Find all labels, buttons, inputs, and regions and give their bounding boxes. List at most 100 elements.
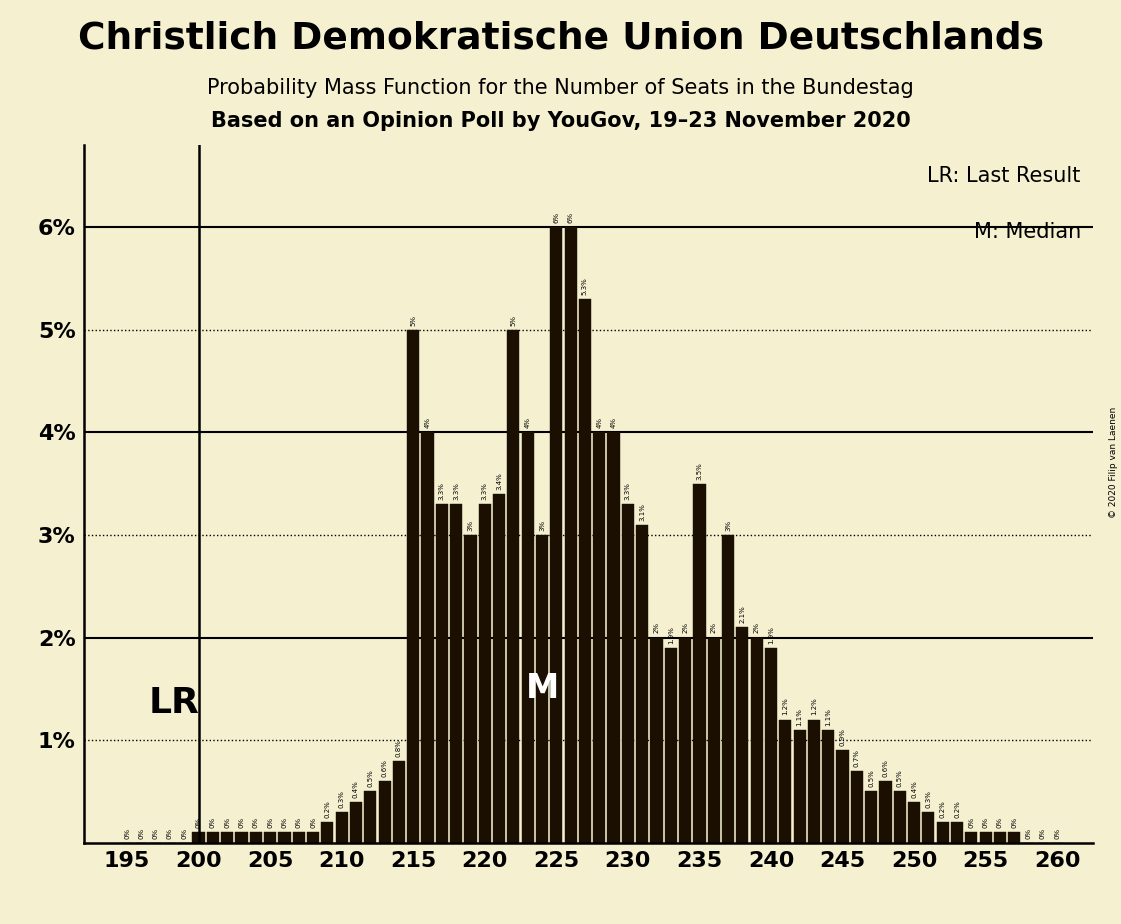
Text: 3%: 3% bbox=[539, 519, 545, 530]
Bar bbox=[450, 505, 462, 843]
Text: 0.8%: 0.8% bbox=[396, 738, 402, 757]
Text: 1.1%: 1.1% bbox=[825, 708, 832, 725]
Bar bbox=[578, 299, 591, 843]
Text: 0%: 0% bbox=[281, 817, 287, 828]
Text: Based on an Opinion Poll by YouGov, 19–23 November 2020: Based on an Opinion Poll by YouGov, 19–2… bbox=[211, 111, 910, 131]
Text: 0%: 0% bbox=[296, 817, 302, 828]
Bar bbox=[550, 227, 563, 843]
Text: 4%: 4% bbox=[425, 418, 430, 428]
Text: 3.5%: 3.5% bbox=[696, 462, 703, 480]
Bar bbox=[392, 760, 405, 843]
Text: 3.3%: 3.3% bbox=[482, 482, 488, 500]
Text: 0.5%: 0.5% bbox=[368, 770, 373, 787]
Bar bbox=[923, 812, 935, 843]
Bar bbox=[379, 781, 391, 843]
Text: M: M bbox=[526, 673, 558, 705]
Text: 3.3%: 3.3% bbox=[453, 482, 460, 500]
Bar bbox=[722, 535, 734, 843]
Bar bbox=[779, 720, 791, 843]
Bar bbox=[464, 535, 476, 843]
Bar bbox=[937, 822, 948, 843]
Text: 5%: 5% bbox=[510, 315, 517, 325]
Bar bbox=[293, 833, 305, 843]
Bar bbox=[508, 330, 519, 843]
Text: 0.6%: 0.6% bbox=[882, 760, 889, 777]
Text: 0%: 0% bbox=[138, 828, 145, 839]
Bar bbox=[206, 833, 219, 843]
Text: M: Median: M: Median bbox=[974, 222, 1081, 242]
Text: 4%: 4% bbox=[525, 418, 530, 428]
Bar bbox=[851, 771, 863, 843]
Text: 0%: 0% bbox=[997, 817, 1003, 828]
Text: 0.2%: 0.2% bbox=[954, 800, 960, 818]
Bar bbox=[994, 833, 1006, 843]
Text: Probability Mass Function for the Number of Seats in the Bundestag: Probability Mass Function for the Number… bbox=[207, 78, 914, 98]
Text: 1.9%: 1.9% bbox=[768, 626, 773, 644]
Bar bbox=[335, 812, 348, 843]
Text: 0%: 0% bbox=[124, 828, 130, 839]
Bar bbox=[608, 432, 620, 843]
Bar bbox=[622, 505, 634, 843]
Bar bbox=[865, 791, 878, 843]
Text: 2.1%: 2.1% bbox=[740, 605, 745, 623]
Text: 3%: 3% bbox=[467, 519, 473, 530]
Text: 0%: 0% bbox=[239, 817, 244, 828]
Text: 0%: 0% bbox=[152, 828, 159, 839]
Text: 0%: 0% bbox=[224, 817, 230, 828]
Text: 1.9%: 1.9% bbox=[668, 626, 674, 644]
Text: 0.3%: 0.3% bbox=[339, 790, 344, 808]
Bar bbox=[636, 525, 648, 843]
Bar bbox=[536, 535, 548, 843]
Text: 0%: 0% bbox=[1011, 817, 1017, 828]
Bar bbox=[421, 432, 434, 843]
Text: 0%: 0% bbox=[1054, 828, 1060, 839]
Text: 0.7%: 0.7% bbox=[854, 748, 860, 767]
Text: 0%: 0% bbox=[167, 828, 173, 839]
Text: 2%: 2% bbox=[711, 623, 716, 634]
Text: 0.3%: 0.3% bbox=[926, 790, 932, 808]
Text: 0.2%: 0.2% bbox=[939, 800, 946, 818]
Bar bbox=[951, 822, 963, 843]
Text: 6%: 6% bbox=[554, 212, 559, 223]
Bar bbox=[965, 833, 978, 843]
Text: 3%: 3% bbox=[725, 519, 731, 530]
Text: © 2020 Filip van Laenen: © 2020 Filip van Laenen bbox=[1109, 407, 1118, 517]
Bar bbox=[322, 822, 333, 843]
Bar bbox=[665, 648, 677, 843]
Text: 3.4%: 3.4% bbox=[497, 472, 502, 490]
Bar bbox=[1008, 833, 1020, 843]
Bar bbox=[407, 330, 419, 843]
Bar bbox=[193, 833, 205, 843]
Bar bbox=[593, 432, 605, 843]
Text: 0%: 0% bbox=[969, 817, 974, 828]
Bar bbox=[565, 227, 576, 843]
Text: 2%: 2% bbox=[753, 623, 760, 634]
Text: 1.1%: 1.1% bbox=[797, 708, 803, 725]
Text: 0%: 0% bbox=[983, 817, 989, 828]
Bar bbox=[736, 627, 749, 843]
Text: 0.6%: 0.6% bbox=[381, 760, 388, 777]
Text: 3.1%: 3.1% bbox=[639, 503, 646, 520]
Text: 0%: 0% bbox=[267, 817, 274, 828]
Bar bbox=[751, 638, 762, 843]
Bar bbox=[808, 720, 819, 843]
Bar bbox=[908, 802, 920, 843]
Text: 0.4%: 0.4% bbox=[353, 780, 359, 797]
Bar bbox=[879, 781, 891, 843]
Bar bbox=[493, 493, 506, 843]
Bar bbox=[822, 730, 834, 843]
Bar bbox=[350, 802, 362, 843]
Bar bbox=[364, 791, 377, 843]
Text: 0%: 0% bbox=[210, 817, 216, 828]
Bar bbox=[980, 833, 992, 843]
Bar bbox=[679, 638, 692, 843]
Text: 3.3%: 3.3% bbox=[624, 482, 631, 500]
Text: 0%: 0% bbox=[182, 828, 187, 839]
Text: 0.4%: 0.4% bbox=[911, 780, 917, 797]
Text: 0%: 0% bbox=[311, 817, 316, 828]
Bar bbox=[221, 833, 233, 843]
Bar bbox=[836, 750, 849, 843]
Bar bbox=[694, 483, 705, 843]
Bar bbox=[707, 638, 720, 843]
Text: 0%: 0% bbox=[253, 817, 259, 828]
